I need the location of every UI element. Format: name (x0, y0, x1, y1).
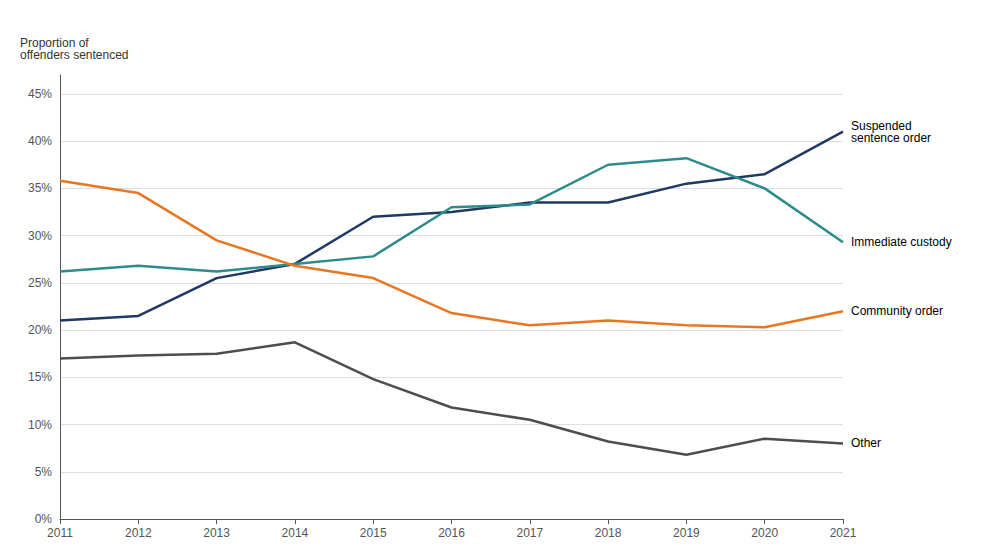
svg-text:sentence order: sentence order (851, 131, 931, 145)
svg-text:Proportion of: Proportion of (20, 36, 89, 50)
svg-text:2020: 2020 (751, 526, 778, 540)
svg-text:35%: 35% (28, 181, 52, 195)
svg-text:Suspended: Suspended (851, 118, 912, 133)
svg-text:2014: 2014 (282, 526, 309, 540)
svg-text:2015: 2015 (360, 526, 387, 540)
svg-text:40%: 40% (28, 134, 52, 148)
svg-text:2017: 2017 (516, 526, 543, 540)
svg-text:45%: 45% (28, 87, 52, 101)
svg-text:2016: 2016 (438, 526, 465, 540)
svg-text:2019: 2019 (673, 526, 700, 540)
svg-text:10%: 10% (28, 418, 52, 432)
svg-text:0%: 0% (35, 512, 53, 526)
svg-text:25%: 25% (28, 276, 52, 290)
svg-text:2012: 2012 (125, 526, 152, 540)
svg-text:30%: 30% (28, 229, 52, 243)
svg-text:2013: 2013 (203, 526, 230, 540)
svg-text:2018: 2018 (595, 526, 622, 540)
svg-text:15%: 15% (28, 370, 52, 384)
svg-text:Immediate custody: Immediate custody (851, 235, 952, 249)
svg-text:2021: 2021 (830, 526, 857, 540)
svg-text:5%: 5% (35, 465, 53, 479)
svg-text:Community order: Community order (851, 304, 943, 318)
svg-text:20%: 20% (28, 323, 52, 337)
svg-text:2011: 2011 (47, 526, 73, 540)
svg-text:offenders sentenced: offenders sentenced (20, 48, 129, 62)
svg-text:Other: Other (851, 436, 881, 450)
